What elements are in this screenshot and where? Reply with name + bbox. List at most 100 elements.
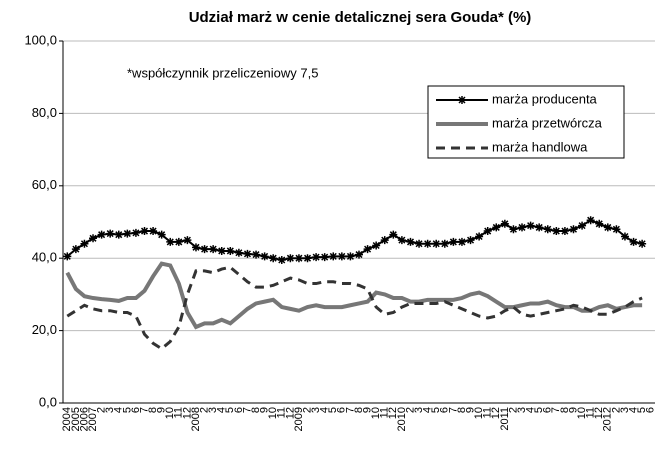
point-marker [303, 254, 312, 263]
point-marker [71, 245, 80, 254]
x-tick-label: 4 [319, 407, 331, 413]
x-tick-label: 12 [593, 407, 605, 419]
point-marker [380, 236, 389, 245]
point-marker [509, 225, 518, 234]
point-marker [500, 219, 509, 228]
point-marker [543, 225, 552, 234]
point-marker [638, 239, 647, 248]
x-tick-label: 10 [267, 407, 279, 419]
point-marker [157, 230, 166, 239]
legend-label: marża producenta [492, 91, 598, 106]
point-marker [578, 221, 587, 230]
x-tick-label: 6 [645, 407, 657, 413]
point-marker [612, 225, 621, 234]
point-marker [552, 227, 561, 236]
x-tick-label: 8 [353, 407, 365, 413]
x-tick-label: 3 [207, 407, 219, 413]
x-tick-label: 7 [447, 407, 459, 413]
point-marker [80, 239, 89, 248]
y-tick-label: 80,0 [32, 105, 57, 120]
x-tick-label: 3 [413, 407, 425, 413]
y-tick-label: 40,0 [32, 250, 57, 265]
x-tick-label: 9 [259, 407, 271, 413]
point-marker [329, 252, 338, 261]
x-tick-label: 8 [559, 407, 571, 413]
point-marker [200, 245, 209, 254]
x-tick-label: 10 [164, 407, 176, 419]
y-tick-label: 20,0 [32, 322, 57, 337]
point-marker [535, 223, 544, 232]
y-tick-label: 100,0 [24, 32, 57, 47]
point-marker [106, 229, 115, 238]
x-tick-label: 4 [627, 407, 639, 413]
x-tick-label: 3 [104, 407, 116, 413]
x-tick-label: 8 [250, 407, 262, 413]
x-tick-label: 12 [387, 407, 399, 419]
series-line [66, 219, 643, 262]
x-tick-label: 2 [610, 407, 622, 413]
point-marker [595, 219, 604, 228]
x-tick-label: 2005 [70, 407, 82, 431]
x-tick-label: 2004 [61, 407, 73, 431]
x-tick-label: 9 [156, 407, 168, 413]
x-tick-label: 11 [379, 407, 391, 418]
point-marker [252, 250, 261, 259]
point-marker [620, 232, 629, 241]
x-tick-label: 6 [439, 407, 451, 413]
x-tick-label: 8 [147, 407, 159, 413]
x-tick-label: 9 [567, 407, 579, 413]
x-tick-label: 10 [576, 407, 588, 419]
point-marker [475, 232, 484, 241]
x-tick-label: 2008 [190, 407, 202, 431]
point-marker [518, 223, 527, 232]
point-marker [140, 227, 149, 236]
x-tick-label: 5 [327, 407, 339, 413]
point-marker [226, 246, 235, 255]
point-marker [337, 252, 346, 261]
x-tick-label: 2 [404, 407, 416, 413]
series-line [65, 261, 643, 330]
point-marker [89, 234, 98, 243]
point-marker [432, 239, 441, 248]
x-tick-label: 2006 [78, 407, 90, 431]
x-tick-label: 2 [507, 407, 519, 413]
x-tick-label: 2010 [396, 407, 408, 431]
x-tick-label: 7 [344, 407, 356, 413]
point-marker [406, 237, 415, 246]
point-marker [389, 230, 398, 239]
point-marker [569, 225, 578, 234]
point-marker [586, 216, 595, 225]
point-marker [183, 236, 192, 245]
point-marker [260, 252, 269, 261]
y-tick-label: 60,0 [32, 177, 57, 192]
x-tick-label: 2 [96, 407, 108, 413]
y-tick-label: 0,0 [39, 394, 57, 409]
chart-title: Udział marż w cenie detalicznej sera Gou… [189, 9, 532, 26]
point-marker [423, 239, 432, 248]
x-tick-label: 11 [276, 407, 288, 418]
point-marker [277, 256, 286, 265]
point-marker [483, 227, 492, 236]
point-marker [217, 246, 226, 255]
point-marker [440, 239, 449, 248]
x-tick-label: 7 [138, 407, 150, 413]
x-tick-label: 6 [542, 407, 554, 413]
x-tick-label: 4 [216, 407, 228, 413]
annotation: *współczynnik przeliczeniowy 7,5 [127, 65, 318, 80]
series-line [66, 265, 643, 351]
point-marker [191, 243, 200, 252]
x-tick-label: 2011 [499, 407, 511, 431]
point-marker [629, 237, 638, 246]
x-tick-label: 8 [456, 407, 468, 413]
point-marker [560, 227, 569, 236]
point-marker [174, 237, 183, 246]
point-marker [415, 239, 424, 248]
x-tick-label: 3 [619, 407, 631, 413]
point-marker [457, 237, 466, 246]
x-tick-label: 2007 [87, 407, 99, 431]
point-marker [149, 227, 158, 236]
point-marker [526, 221, 535, 230]
x-tick-label: 11 [173, 407, 185, 418]
point-marker [97, 230, 106, 239]
